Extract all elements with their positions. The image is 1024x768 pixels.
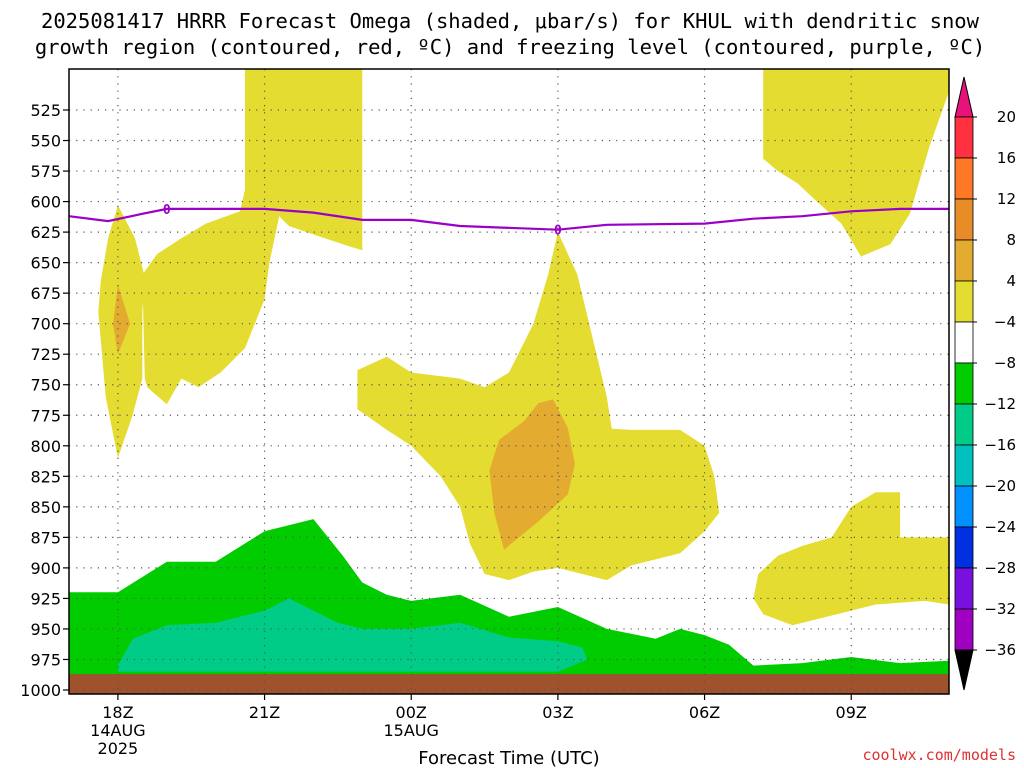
colorbar-tick-label: 12 [997,190,1016,208]
y-tick-label: 900 [30,559,61,578]
x-tick-label: 18Z [102,703,133,722]
colorbar-tick-label: −16 [984,436,1016,454]
x-tick-label: 09Z [836,703,867,722]
y-tick-label: 975 [30,650,61,669]
ground-layer [69,674,949,694]
y-tick-label: 925 [30,589,61,608]
watermark: coolwx.com/models [862,746,1016,764]
x-tick-label: 03Z [542,703,573,722]
freezing-level-line [69,207,949,231]
colorbar-tick-label: 16 [997,149,1016,167]
y-tick-label: 850 [30,498,61,517]
omega-positive-region [142,69,363,405]
plot-frame [68,68,950,695]
colorbar-segment [954,526,974,569]
colorbar-segment [954,280,974,323]
colorbar-tick-label: −4 [994,313,1016,331]
x-tick-date: 15AUG [384,721,439,740]
colorbar-tick-label: 20 [997,108,1016,126]
colorbar-tick-label: 8 [1006,231,1016,249]
plot-area: 00 [68,68,950,695]
colorbar-bottom-arrow [954,649,974,691]
colorbar-segment [954,444,974,487]
freezing-level-label: 0 [554,224,562,239]
colorbar-segment [954,198,974,241]
omega-strong-negative-region [117,598,588,672]
colorbar-tick-label: −12 [984,395,1016,413]
colorbar-segment [954,362,974,405]
y-tick-label: 950 [30,620,61,639]
x-tick-label: 21Z [249,703,280,722]
colorbar-top-arrow [954,76,974,118]
colorbar-segment [954,116,974,159]
colorbar-tick-label: 4 [1006,272,1016,290]
chart-title-line2: growth region (contoured, red, ºC) and f… [35,35,985,59]
colorbar-tick-label: −36 [984,641,1016,659]
y-tick-label: 700 [30,315,61,334]
colorbar-segment [954,608,974,651]
y-tick-label: 725 [30,345,61,364]
colorbar-tick-label: −28 [984,559,1016,577]
y-tick-label: 875 [30,528,61,547]
y-tick-label: 600 [30,193,61,212]
y-tick-label: 525 [30,101,61,120]
colorbar: 20 16 12 8 4 −4 −8 −12 −16 −20 −24 −28 −32 −36 [954,76,1016,691]
x-tick-year: 2025 [98,739,139,758]
y-tick-label: 675 [30,284,61,303]
colorbar-segment [954,567,974,610]
colorbar-segment [954,485,974,528]
colorbar-segment [954,157,974,200]
colorbar-segment [954,403,974,446]
colorbar-tick-label: −8 [994,354,1016,372]
y-axis: 525 550 575 600 625 650 675 700 725 750 775 800 825 8… [20,101,69,700]
x-axis-label: Forecast Time (UTC) [418,748,599,768]
x-tick-label: 00Z [396,703,427,722]
omega-strong-positive-region [113,284,131,355]
y-tick-label: 775 [30,406,61,425]
colorbar-segment [954,239,974,282]
y-tick-label: 750 [30,376,61,395]
chart-title-line1: 2025081417 HRRR Forecast Omega (shaded, … [41,9,980,33]
y-tick-label: 650 [30,254,61,273]
y-tick-label: 825 [30,467,61,486]
omega-strong-positive-region [489,399,575,550]
y-tick-label: 550 [30,132,61,151]
colorbar-tick-label: −24 [984,518,1016,536]
colorbar-tick-label: −32 [984,600,1016,618]
y-tick-label: 575 [30,162,61,181]
y-tick-label: 800 [30,437,61,456]
colorbar-tick-label: −20 [984,477,1016,495]
y-tick-label: 1000 [20,681,61,700]
y-tick-label: 625 [30,223,61,242]
x-tick-date: 14AUG [90,721,145,740]
freezing-level-label: 0 [163,203,171,218]
colorbar-segment [954,321,974,364]
x-tick-label: 06Z [689,703,720,722]
